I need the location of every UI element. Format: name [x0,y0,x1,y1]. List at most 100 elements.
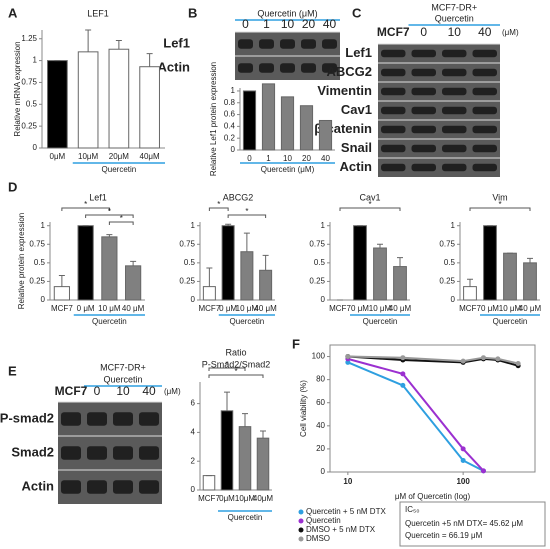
x-tick-label: 10 [283,154,292,163]
band [442,106,467,115]
chart-title: Lef1 [89,192,107,202]
sig-star: * [234,367,237,376]
error-bar [243,232,250,252]
row-label: Vimentin [317,83,372,98]
x-tick-label: 10 μM [98,304,121,313]
y-tick-label: 1 [231,86,236,95]
y-tick-label: 0 [41,295,46,304]
band [472,49,497,58]
x-tick-label: 40 μM [519,304,542,313]
y-tick-label: 60 [316,398,325,407]
sig-star: * [245,207,248,216]
x-tick-label: MCF7 [198,304,220,313]
x-label: Quercetin [363,317,398,326]
bar [261,83,276,151]
y-tick-label: 6 [191,399,196,408]
x-tick-label: 100 [456,477,470,486]
x-tick-label: 40 [321,154,330,163]
blot-header: Quercetin [435,13,474,23]
band [411,49,436,58]
x-tick-label: 0 μM [219,304,237,313]
lane-label: 0 [94,384,101,398]
band [442,144,467,153]
unit-label: (μM) [164,387,181,396]
x-tick-label: 40 μM [389,304,412,313]
bar [242,90,257,151]
blot-header: Quercetin (μM) [257,8,317,18]
series-line [347,355,519,365]
band [238,63,253,73]
y-tick-label: 0.75 [21,78,37,87]
panel-label: D [8,179,17,194]
x-tick-label: 10 [343,477,352,486]
y-tick-label: 20 [316,444,325,453]
chart-subtitle: P-Smad2/Smad2 [202,359,271,369]
band [472,144,497,153]
legend-swatch [298,536,304,542]
y-tick-label: 4 [191,428,196,437]
legend-swatch [298,509,304,515]
error-bar [242,413,248,427]
error-bar [397,257,403,267]
series-line [347,361,484,472]
bar [318,119,333,151]
sig-star: * [84,200,87,209]
x-tick-label: MCF7 [329,304,351,313]
legend-label: Quercetin [306,516,341,525]
ic50-box [399,501,546,547]
sig-bracket [61,207,110,211]
y-tick-label: 0 [191,485,196,494]
y-tick-label: 0 [321,295,326,304]
band [61,480,81,494]
sig-bracket [85,214,134,218]
band [381,144,406,153]
band [472,125,497,134]
bar [299,105,314,151]
band [301,39,316,49]
sig-bracket [339,207,401,211]
legend-label: Quercetin + 5 nM DTX [306,507,386,516]
series-line [347,357,485,472]
bar [221,225,235,301]
legend-swatch [298,527,304,533]
ic50-value: Quercetin = 66.19 μM [405,531,483,540]
panel-label: F [292,336,300,351]
y-tick-label: 0.5 [34,258,46,267]
lane-label: 20 [302,17,316,31]
x-tick-label: 40 μM [122,304,145,313]
x-label: Quercetin (μM) [261,165,315,174]
x-tick-label: 40 μM [254,304,277,313]
bar [139,66,160,149]
x-tick-label: 10 μM [369,304,392,313]
row-label: Actin [158,59,191,74]
x-tick-label: 40μM [140,152,161,161]
band [411,87,436,96]
legend-swatch [298,518,304,524]
band [61,412,81,426]
y-tick-label: 0.75 [439,239,455,248]
band [87,446,107,460]
y-tick-label: 0.8 [224,98,236,107]
lane-label: 10 [281,17,295,31]
legend-label: DMSO + 5 nM DTX [306,525,376,534]
ic50-value: Quercetin +5 nM DTX= 45.62 μM [405,519,523,528]
bar [202,475,216,491]
error-bar [225,223,232,226]
band [411,144,436,153]
band [381,106,406,115]
lane-label: 0 [242,17,249,31]
sig-star: * [225,360,228,369]
row-label: Actin [340,159,373,174]
y-tick-label: 1 [33,56,38,65]
chart-title: LEF1 [87,8,109,18]
sig-bracket [208,207,229,211]
y-tick-label: 80 [316,375,325,384]
chart-title: Ratio [225,347,246,357]
row-label: P-smad2 [0,410,54,425]
error-bar [527,257,533,263]
y-tick-label: 0.75 [309,239,325,248]
x-tick-label: 40μM [253,494,274,503]
blot-header: Quercetin [103,374,142,384]
error-bar [377,243,383,248]
bar [125,265,142,301]
